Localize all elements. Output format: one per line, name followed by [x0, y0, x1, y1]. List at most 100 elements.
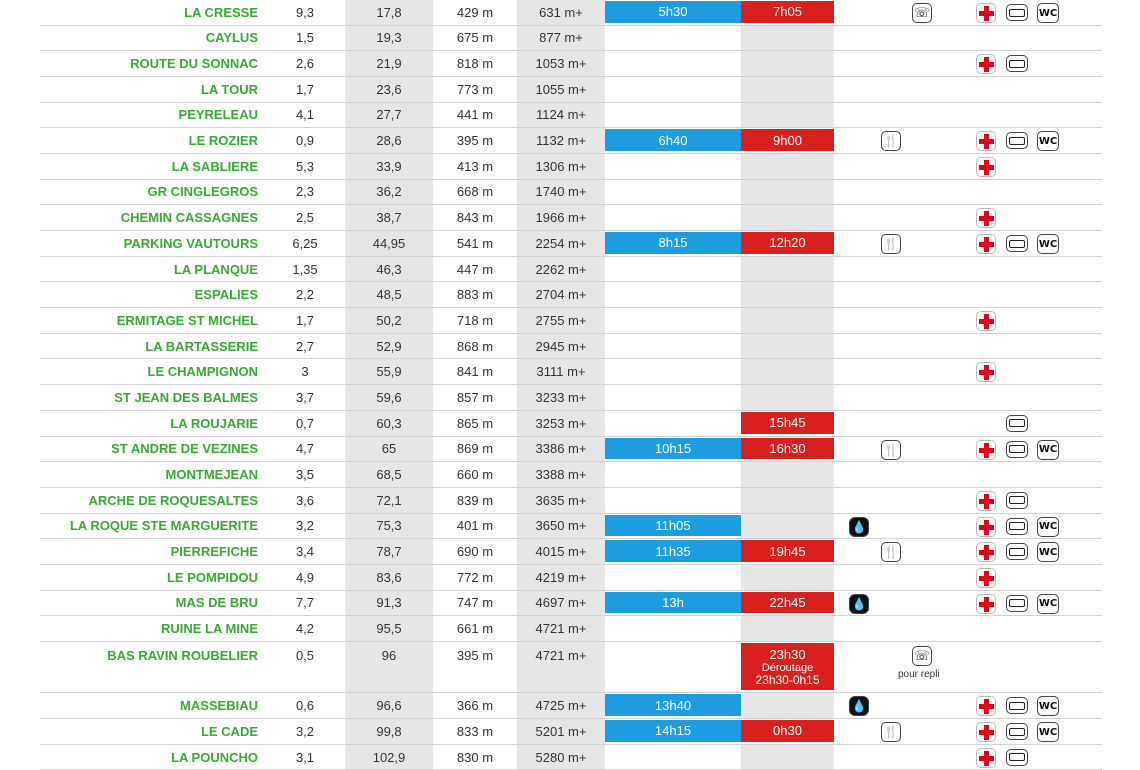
fallback-note: pour repli [898, 669, 940, 680]
segment-distance: 1,5 [295, 30, 315, 46]
cutoff-time [741, 282, 834, 308]
elevation-gain: 4721 m+ [517, 616, 605, 641]
first-aid-icon [976, 3, 996, 23]
first-runner-time [605, 462, 741, 487]
first-runner-time: 11h35 [605, 540, 741, 562]
altitude: 661 m [456, 621, 494, 637]
cutoff-time [741, 462, 834, 487]
table-row: ST ANDRE DE VEZINES 4,7 65 869 m 3386 m+ 10h1… [40, 436, 1102, 463]
table-row: LA PLANQUE 1,35 46,3 447 m 2262 m+ [40, 256, 1102, 283]
bus-shape [1009, 547, 1025, 556]
cutoff-time: 22h45 [741, 591, 834, 614]
segment-distance: 2,2 [295, 287, 315, 303]
first-aid-icon [976, 131, 996, 152]
checkpoint-name: LA ROQUE STE MARGUERITE [69, 518, 258, 534]
bus-shape [1009, 496, 1025, 505]
elevation-gain: 1966 m+ [517, 205, 605, 230]
altitude: 447 m [456, 261, 494, 277]
checkpoint-name: PARKING VAUTOURS [123, 235, 258, 251]
food-icon: 🍴 [881, 439, 901, 460]
bus-shape [1009, 59, 1025, 68]
first-runner-time [605, 488, 741, 513]
first-runner-time [605, 334, 741, 359]
first-runner-time [605, 745, 741, 770]
first-runner-time [605, 257, 741, 282]
bus-shape [1009, 445, 1025, 453]
elevation-gain: 877 m+ [517, 25, 605, 51]
checkpoint-name: ESPALIES [194, 287, 258, 303]
cutoff-time [741, 25, 834, 51]
altitude: 660 m [456, 467, 494, 483]
checkpoint-name: ERMITAGE ST MICHEL [116, 312, 258, 328]
checkpoint-name: MAS DE BRU [175, 595, 258, 611]
cutoff-time [741, 385, 834, 410]
altitude: 718 m [456, 312, 494, 328]
checkpoint-name: CAYLUS [205, 30, 258, 46]
bus-shape [1009, 136, 1025, 145]
altitude: 366 m [456, 698, 494, 714]
table-row: PEYRELEAU 4,1 27,7 441 m 1124 m+ [40, 102, 1102, 129]
altitude: 843 m [456, 210, 494, 226]
first-runner-time [605, 205, 741, 230]
cumulative-distance: 50,2 [345, 308, 433, 333]
checkpoint-name: ARCHE DE ROQUESALTES [88, 492, 259, 508]
first-runner-time [605, 77, 741, 102]
cumulative-distance: 17,8 [345, 0, 433, 25]
bus-shape [1009, 522, 1025, 531]
cutoff-time [741, 51, 834, 76]
cutoff-time [741, 308, 834, 333]
altitude: 773 m [456, 81, 494, 97]
shuttle-bus-icon [1006, 517, 1028, 535]
cumulative-distance: 60,3 [345, 410, 433, 436]
cutoff-time: 9h00 [741, 129, 834, 151]
segment-distance: 0,6 [295, 698, 315, 714]
table-row: LE POMPIDOU 4,9 83,6 772 m 4219 m+ [40, 564, 1102, 591]
checkpoint-name: LE POMPIDOU [166, 569, 258, 585]
segment-distance: 1,7 [295, 312, 315, 328]
elevation-gain: 1740 m+ [517, 179, 605, 205]
first-runner-time [605, 642, 741, 692]
first-runner-time [605, 385, 741, 410]
segment-distance: 4,2 [295, 621, 315, 637]
altitude: 841 m [456, 364, 494, 380]
cutoff-time: 19h45 [741, 540, 834, 562]
altitude: 857 m [456, 389, 494, 405]
food-icon: 🍴 [881, 234, 901, 254]
cutoff-time: 16h30 [741, 437, 834, 460]
elevation-gain: 1124 m+ [517, 102, 605, 128]
first-runner-time [605, 565, 741, 590]
altitude: 668 m [456, 184, 494, 200]
cutoff-time [741, 205, 834, 230]
cumulative-distance: 99,8 [345, 719, 433, 744]
cutoff-time [741, 359, 834, 385]
bus-shape [1009, 701, 1025, 710]
cutoff-time [741, 564, 834, 590]
first-aid-icon [976, 516, 996, 537]
shuttle-bus-icon [1006, 4, 1028, 21]
segment-distance: 0,5 [295, 648, 315, 663]
checkpoint-name: BAS RAVIN ROUBELIER [107, 648, 258, 663]
cutoff-time [741, 333, 834, 359]
checkpoint-name: ST ANDRE DE VEZINES [111, 441, 258, 457]
segment-distance: 4,7 [295, 441, 315, 457]
first-aid-icon [976, 156, 996, 177]
first-aid-icon [976, 234, 996, 254]
altitude: 839 m [456, 492, 494, 508]
checkpoint-name: CHEMIN CASSAGNES [120, 210, 258, 226]
cutoff-time [741, 76, 834, 102]
shuttle-bus-icon [1006, 414, 1028, 432]
cumulative-distance: 83,6 [345, 564, 433, 590]
first-runner-time [605, 103, 741, 128]
first-aid-icon [976, 311, 996, 332]
elevation-gain: 3111 m+ [517, 359, 605, 385]
cumulative-distance: 48,5 [345, 282, 433, 308]
elevation-gain: 1132 m+ [517, 128, 605, 153]
bus-shape [1009, 239, 1025, 248]
elevation-gain: 3650 m+ [517, 513, 605, 539]
first-runner-time: 13h [605, 591, 741, 614]
elevation-gain: 1055 m+ [517, 76, 605, 102]
table-row: MAS DE BRU 7,7 91,3 747 m 4697 m+ 13h 22h45 💧 WC [40, 590, 1102, 617]
shuttle-bus-icon [1006, 748, 1028, 766]
cutoff-time [741, 693, 834, 719]
bus-shape [1009, 419, 1025, 428]
